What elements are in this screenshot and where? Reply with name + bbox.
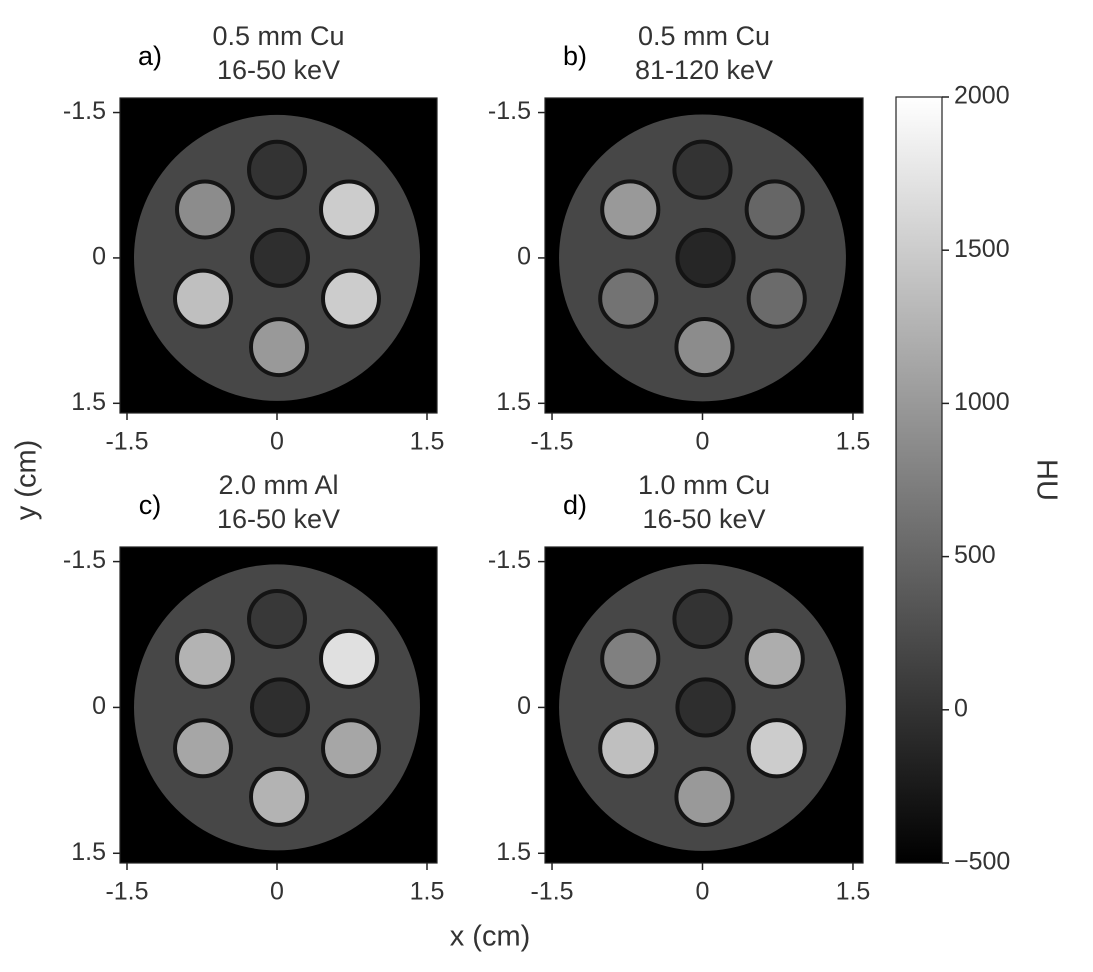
colorbar [895, 96, 943, 864]
y-tick-label: 1.5 [496, 838, 531, 866]
x-tick-label: 1.5 [836, 428, 871, 456]
plot-frame [119, 546, 438, 864]
x-tick-label: 1.5 [836, 878, 871, 906]
insert [250, 227, 310, 288]
y-tick-label: 0 [92, 692, 106, 720]
x-tick-label: 0 [696, 428, 710, 456]
x-tick-label: -1.5 [530, 878, 573, 906]
x-tick-label: -1.5 [105, 428, 148, 456]
panel-title: 2.0 mm Al [218, 470, 338, 500]
colorbar-label: HU [1030, 459, 1062, 501]
image-panel [120, 547, 437, 863]
panel-title: 0.5 mm Cu [638, 21, 770, 51]
insert [674, 766, 735, 827]
insert [746, 718, 807, 779]
insert [675, 227, 736, 289]
image-panel [120, 98, 437, 413]
x-tick-label: 0 [270, 878, 284, 906]
insert [175, 179, 235, 240]
image-panel [545, 547, 863, 863]
panel-label: c) [139, 490, 162, 520]
insert [319, 179, 379, 240]
x-tick-label: -1.5 [105, 878, 148, 906]
colorbar-tick-label: −500 [954, 848, 1010, 876]
insert [249, 766, 309, 827]
insert [319, 628, 379, 689]
x-axis-label: x (cm) [450, 921, 531, 953]
plot-frame [544, 97, 864, 414]
insert [250, 677, 310, 738]
y-tick-label: 0 [517, 692, 531, 720]
insert [247, 588, 307, 649]
insert [321, 718, 381, 779]
panel-title: 16-50 keV [217, 504, 340, 534]
panel-title: 81-120 keV [635, 55, 773, 85]
insert [746, 268, 807, 329]
insert [600, 179, 661, 240]
panel-title: 0.5 mm Cu [212, 21, 344, 51]
colorbar-tick-label: 500 [954, 541, 996, 569]
insert [173, 268, 233, 329]
panel-label: b) [563, 41, 587, 71]
y-tick-label: -1.5 [63, 97, 106, 125]
y-tick-label: -1.5 [488, 97, 531, 125]
plot-frame [119, 97, 438, 414]
insert [173, 718, 233, 779]
insert [674, 317, 735, 378]
insert [600, 628, 661, 689]
y-tick-label: -1.5 [488, 546, 531, 574]
y-tick-label: 1.5 [496, 388, 531, 416]
y-axis-label: y (cm) [11, 440, 43, 521]
insert [672, 139, 733, 200]
insert [672, 588, 733, 650]
colorbar-tick-label: 1000 [954, 388, 1010, 416]
colorbar-tick-label: 2000 [954, 82, 1010, 110]
y-tick-label: 1.5 [71, 388, 106, 416]
insert [744, 179, 805, 240]
insert [598, 718, 659, 779]
colorbar-tick-label: 0 [954, 694, 968, 722]
y-tick-label: 0 [517, 243, 531, 271]
insert [321, 268, 381, 329]
colorbar-tick-label: 1500 [954, 235, 1010, 263]
x-tick-label: 0 [270, 428, 284, 456]
insert [675, 677, 736, 738]
insert [249, 317, 309, 378]
panel-title: 1.0 mm Cu [638, 470, 770, 500]
panel-title: 16-50 keV [642, 504, 765, 534]
y-tick-label: 1.5 [71, 838, 106, 866]
insert [598, 268, 659, 329]
x-tick-label: -1.5 [530, 428, 573, 456]
insert [744, 628, 805, 689]
plot-frame [544, 546, 864, 864]
x-tick-label: 1.5 [410, 428, 445, 456]
x-tick-label: 0 [696, 878, 710, 906]
image-panel [545, 98, 863, 413]
panel-title: 16-50 keV [217, 55, 340, 85]
panel-label: d) [563, 490, 587, 520]
y-tick-label: -1.5 [63, 546, 106, 574]
x-tick-label: 1.5 [410, 878, 445, 906]
y-tick-label: 0 [92, 243, 106, 271]
insert [175, 628, 235, 689]
insert [247, 139, 307, 200]
panel-label: a) [138, 41, 162, 71]
